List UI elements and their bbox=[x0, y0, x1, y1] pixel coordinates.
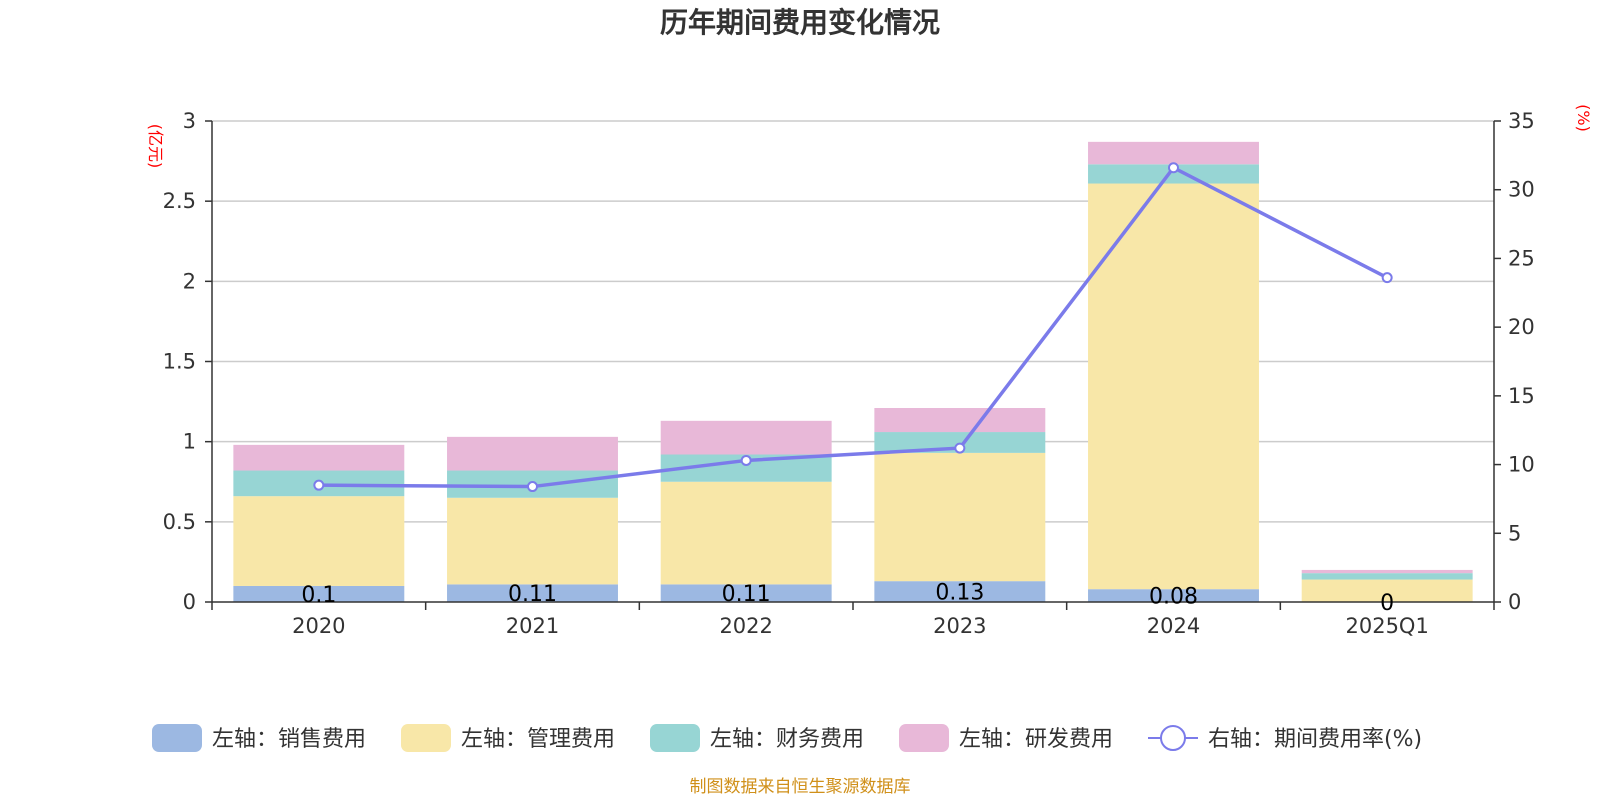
legend: 左轴：销售费用 左轴：管理费用 左轴：财务费用 左轴：研发费用 右轴：期间费用率(%) bbox=[152, 724, 1422, 752]
left-axis-tick-label: 0.5 bbox=[163, 510, 196, 534]
bar-segment bbox=[660, 420, 832, 455]
bar-segment bbox=[447, 584, 618, 602]
bar-segment bbox=[1301, 573, 1473, 580]
rate-point bbox=[527, 481, 538, 493]
bar-segment bbox=[874, 432, 1046, 453]
bar-segment bbox=[1088, 589, 1259, 602]
bar-data-label: 0.08 bbox=[1149, 585, 1198, 610]
grid-lines bbox=[212, 120, 1494, 523]
rate-line bbox=[318, 165, 1388, 489]
left-axis-tick-label: 3 bbox=[183, 109, 196, 133]
legend-label-1: 左轴：销售费用 bbox=[212, 727, 366, 752]
legend-swatch-2 bbox=[401, 724, 451, 752]
right-axis-tick-label: 35 bbox=[1508, 109, 1535, 133]
bar-segment bbox=[233, 444, 405, 471]
bar-segment bbox=[1088, 141, 1259, 165]
left-axis-tick-label: 1 bbox=[183, 430, 196, 454]
x-axis-tick-label: 2022 bbox=[719, 614, 772, 638]
right-axis-tick-label: 30 bbox=[1508, 178, 1535, 202]
legend-swatch-3 bbox=[650, 724, 700, 752]
x-axis-tick-label: 2025Q1 bbox=[1345, 614, 1428, 638]
bar-segment bbox=[660, 481, 832, 585]
right-axis-tick-label: 20 bbox=[1508, 315, 1535, 339]
legend-label-5: 右轴：期间费用率(%) bbox=[1208, 727, 1422, 752]
left-axis-unit: (亿元) bbox=[146, 124, 165, 169]
bar-segment bbox=[447, 436, 618, 471]
right-axis-tick-label: 10 bbox=[1508, 453, 1535, 477]
bar-data-label: 0.11 bbox=[722, 582, 771, 607]
legend-marker bbox=[1160, 725, 1186, 751]
bar-data-label: 0.1 bbox=[301, 583, 336, 608]
bar-segment bbox=[233, 496, 405, 586]
right-axis-tick-label: 15 bbox=[1508, 384, 1535, 408]
x-axis-tick-label: 2021 bbox=[506, 614, 559, 638]
bar-segment bbox=[233, 585, 405, 602]
bar-segment bbox=[1301, 569, 1473, 574]
bar-segment bbox=[1088, 183, 1259, 590]
bar-segment bbox=[874, 581, 1046, 602]
bar-segment bbox=[1301, 579, 1473, 602]
x-axis-tick-label: 2023 bbox=[933, 614, 986, 638]
data-labels: 0.1 0.11 0.11 0.13 0.08 0 bbox=[301, 581, 1394, 616]
rate-line-group bbox=[313, 162, 1393, 493]
right-axis-tick-label: 25 bbox=[1508, 246, 1535, 270]
x-axis-tick-label: 2024 bbox=[1147, 614, 1200, 638]
chart-title: 历年期间费用变化情况 bbox=[660, 6, 940, 39]
legend-label-2: 左轴：管理费用 bbox=[461, 727, 615, 752]
bar-segment bbox=[1088, 164, 1259, 184]
bar-data-label: 0 bbox=[1380, 591, 1394, 616]
bar-group bbox=[233, 141, 1473, 602]
rate-point bbox=[313, 479, 325, 491]
right-axis-unit: (%) bbox=[1574, 104, 1593, 132]
bar-segment bbox=[447, 497, 618, 585]
bar-data-label: 0.13 bbox=[935, 581, 984, 606]
legend-label-3: 左轴：财务费用 bbox=[710, 727, 864, 752]
left-axis-tick-label: 0 bbox=[183, 590, 196, 614]
source-note: 制图数据来自恒生聚源数据库 bbox=[690, 777, 911, 797]
right-axis-tick-label: 0 bbox=[1508, 590, 1521, 614]
rate-point bbox=[1381, 272, 1393, 284]
legend-swatch-4 bbox=[899, 724, 949, 752]
bar-data-label: 0.11 bbox=[508, 582, 557, 607]
x-axis-tick-label: 2020 bbox=[292, 614, 345, 638]
legend-label-4: 左轴：研发费用 bbox=[959, 727, 1113, 752]
right-axis-tick-label: 5 bbox=[1508, 521, 1521, 545]
left-axis-tick-label: 1.5 bbox=[163, 350, 196, 374]
rate-point bbox=[954, 442, 966, 454]
bar-segment bbox=[874, 407, 1046, 433]
rate-point bbox=[1168, 162, 1179, 174]
legend-swatch-1 bbox=[152, 724, 202, 752]
bar-segment bbox=[874, 452, 1046, 582]
rate-point bbox=[740, 454, 752, 466]
left-axis-tick-label: 2 bbox=[183, 269, 196, 293]
bar-segment bbox=[660, 584, 832, 602]
left-axis-tick-label: 2.5 bbox=[163, 189, 196, 213]
